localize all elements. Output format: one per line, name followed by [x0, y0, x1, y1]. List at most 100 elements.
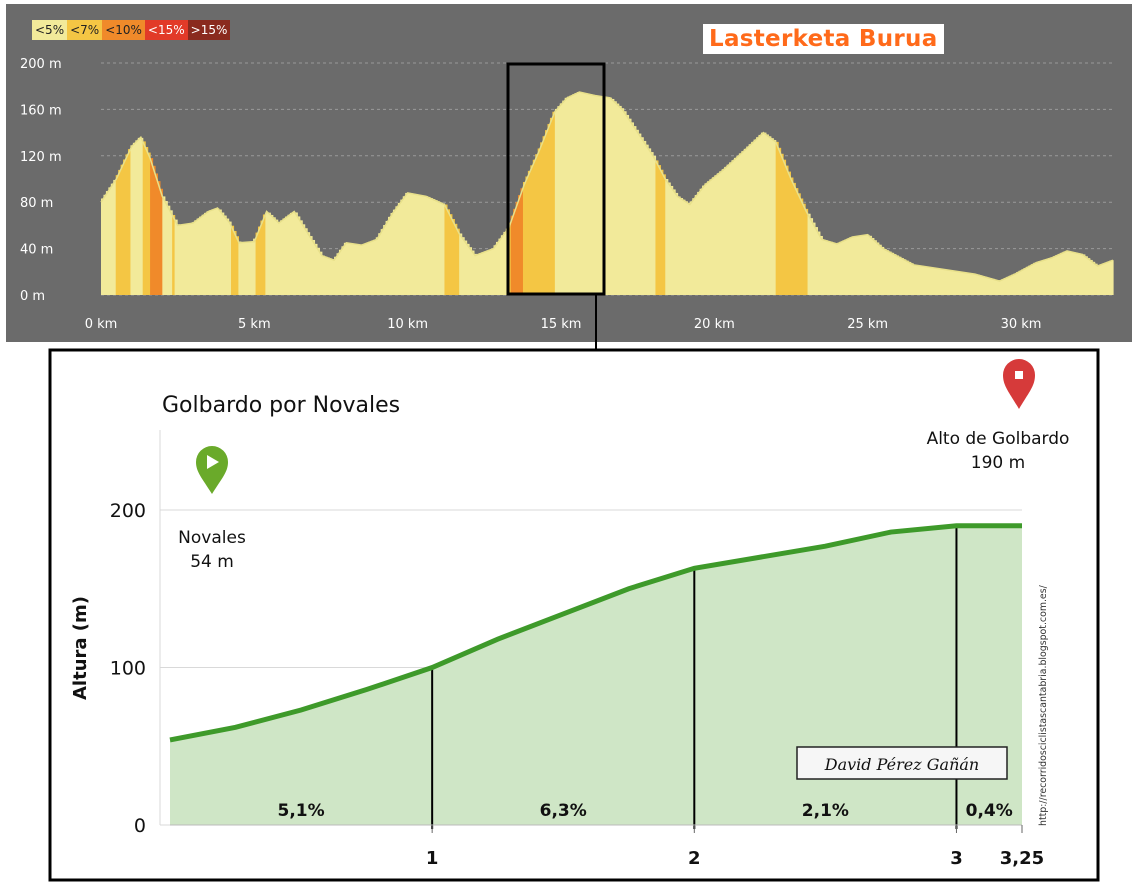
- profile-segment: [1047, 258, 1052, 295]
- profile-segment: [616, 103, 620, 295]
- profile-segment: [849, 237, 853, 295]
- profile-segment: [731, 160, 735, 295]
- profile-segment: [1060, 252, 1064, 295]
- climb-y-tick-label: 200: [110, 500, 146, 522]
- profile-segment: [719, 171, 723, 295]
- profile-segment: [547, 123, 551, 295]
- profile-segment: [442, 203, 446, 295]
- profile-segment: [900, 258, 904, 295]
- profile-segment: [569, 95, 573, 295]
- profile-segment: [115, 175, 119, 295]
- profile-segment: [142, 141, 146, 295]
- profile-segment: [883, 248, 887, 295]
- profile-segment: [599, 96, 603, 295]
- profile-segment: [493, 245, 497, 295]
- climb-x-tick-label: 3,25: [1000, 848, 1044, 869]
- profile-outline: [100, 91, 1114, 282]
- profile-segment: [1035, 261, 1039, 295]
- profile-segment: [424, 196, 428, 295]
- profile-segment: [351, 243, 355, 295]
- profile-segment: [630, 122, 634, 295]
- profile-segment: [385, 220, 389, 295]
- profile-segment: [540, 142, 544, 295]
- profile-segment: [189, 223, 193, 295]
- profile-segment: [363, 243, 367, 295]
- profile-segment: [400, 199, 404, 295]
- profile-segment: [289, 212, 293, 295]
- profile-segment: [645, 144, 649, 295]
- profile-segment: [724, 166, 728, 295]
- profile-segment: [618, 105, 622, 295]
- top-x-tick-label: 30 km: [1001, 317, 1042, 332]
- profile-segment: [628, 118, 632, 296]
- profile-segment: [402, 196, 406, 295]
- profile-segment: [675, 192, 679, 295]
- top-x-tick-label: 15 km: [541, 317, 582, 332]
- profile-segment: [954, 271, 958, 295]
- profile-segment: [611, 98, 615, 296]
- profile-segment: [574, 93, 578, 295]
- profile-segment: [665, 179, 669, 295]
- top-y-tick-label: 0 m: [20, 289, 45, 304]
- profile-segment: [552, 111, 556, 295]
- profile-segment: [184, 224, 188, 295]
- profile-segment: [623, 111, 627, 295]
- profile-segment: [655, 160, 659, 295]
- profile-segment: [748, 144, 752, 295]
- profile-segment: [594, 95, 598, 296]
- profile-segment: [947, 269, 951, 295]
- profile-segment: [1043, 259, 1047, 295]
- profile-segment: [898, 256, 902, 295]
- profile-segment: [125, 154, 129, 295]
- profile-segment: [358, 244, 362, 295]
- profile-segment: [380, 229, 384, 295]
- profile-segment: [466, 243, 470, 295]
- profile-segment: [378, 233, 382, 295]
- profile-segment: [549, 117, 554, 295]
- profile-segment: [132, 142, 136, 295]
- top-y-tick-label: 80 m: [20, 196, 53, 211]
- profile-segment: [179, 224, 183, 295]
- profile-segment: [684, 201, 688, 295]
- profile-segment: [780, 153, 784, 295]
- profile-segment: [817, 231, 821, 295]
- profile-segment: [434, 200, 438, 295]
- profile-segment: [407, 192, 411, 295]
- profile-segment: [699, 188, 703, 295]
- profile-segment: [238, 241, 242, 295]
- profile-segment: [856, 235, 860, 295]
- profile-segment: [444, 204, 448, 295]
- profile-segment: [650, 152, 654, 295]
- profile-segment: [326, 257, 330, 295]
- profile-segment: [1079, 253, 1083, 295]
- profile-segment: [643, 140, 647, 295]
- profile-segment: [412, 193, 416, 295]
- profile-segment: [331, 259, 335, 295]
- profile-segment: [181, 224, 186, 295]
- profile-segment: [471, 250, 475, 295]
- profile-segment: [167, 205, 171, 295]
- profile-segment: [967, 272, 971, 295]
- profile-segment: [922, 266, 926, 295]
- profile-segment: [1067, 251, 1071, 295]
- profile-segment: [361, 244, 365, 295]
- profile-segment: [542, 136, 546, 295]
- profile-segment: [672, 189, 676, 295]
- profile-segment: [1057, 253, 1061, 295]
- profile-segment: [721, 169, 725, 295]
- profile-segment: [1109, 260, 1113, 295]
- profile-segment: [191, 222, 195, 295]
- profile-segment: [383, 225, 387, 295]
- climb-x-tick-label: 2: [688, 848, 701, 869]
- profile-segment: [822, 239, 826, 295]
- profile-segment: [606, 97, 610, 296]
- profile-segment: [785, 165, 789, 295]
- profile-segment: [890, 252, 895, 295]
- profile-segment: [285, 216, 289, 295]
- profile-segment: [562, 100, 566, 295]
- profile-segment: [886, 250, 890, 295]
- top-x-tick-label: 20 km: [694, 317, 735, 332]
- profile-segment: [1094, 263, 1098, 295]
- profile-segment: [486, 250, 490, 295]
